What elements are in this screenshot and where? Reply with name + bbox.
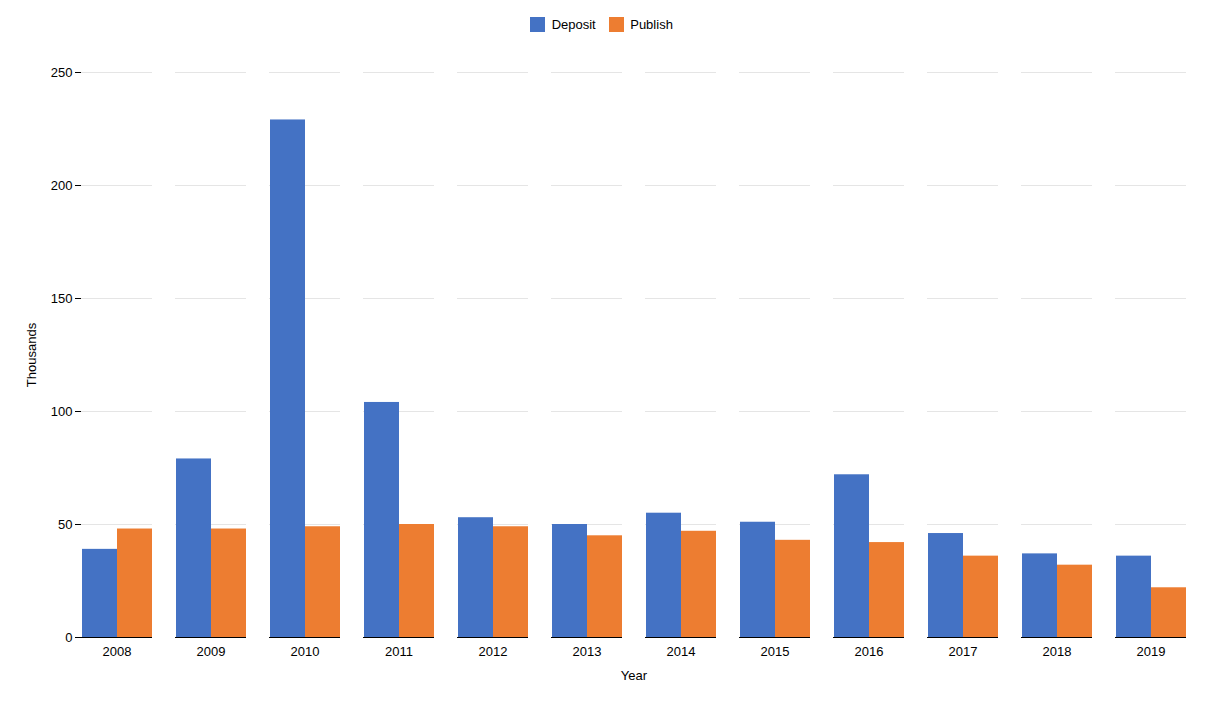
svg-text:250: 250 bbox=[51, 64, 73, 79]
svg-text:2014: 2014 bbox=[667, 643, 696, 658]
svg-text:2009: 2009 bbox=[197, 643, 226, 658]
html-text:Publish: Publish bbox=[630, 17, 673, 32]
svg-text:Year: Year bbox=[621, 667, 648, 682]
svg-text:0: 0 bbox=[65, 629, 72, 644]
svg-text:100: 100 bbox=[51, 403, 73, 418]
svg-text:Thousands: Thousands bbox=[24, 322, 39, 387]
svg-text:50: 50 bbox=[58, 516, 72, 531]
svg-text:2011: 2011 bbox=[385, 643, 413, 658]
svg-text:2008: 2008 bbox=[103, 643, 132, 658]
svg-text:2016: 2016 bbox=[855, 643, 884, 658]
svg-text:2015: 2015 bbox=[761, 643, 790, 658]
svg-text:2013: 2013 bbox=[573, 643, 602, 658]
svg-text:2019: 2019 bbox=[1137, 643, 1166, 658]
svg-text:2010: 2010 bbox=[291, 643, 320, 658]
svg-text:2012: 2012 bbox=[479, 643, 508, 658]
html-text:Deposit: Deposit bbox=[551, 17, 596, 32]
svg-text:150: 150 bbox=[51, 290, 73, 305]
svg-text:2018: 2018 bbox=[1043, 643, 1072, 658]
svg-text:200: 200 bbox=[51, 177, 73, 192]
svg-text:2017: 2017 bbox=[949, 643, 978, 658]
